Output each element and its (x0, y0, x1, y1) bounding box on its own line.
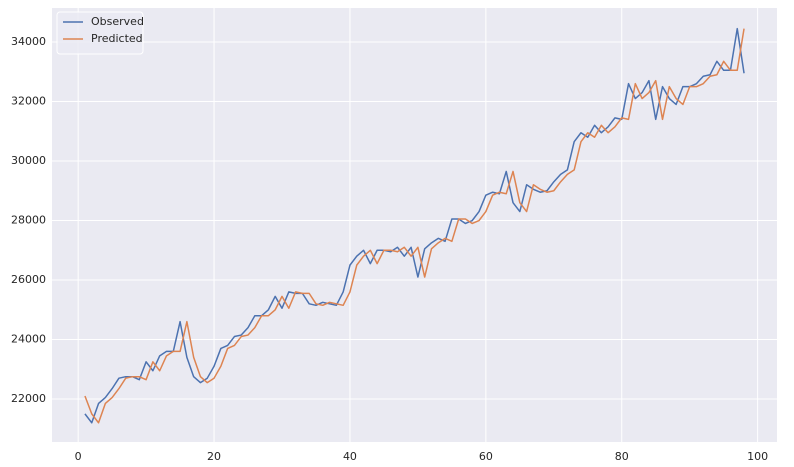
x-tick-label: 100 (747, 450, 768, 463)
x-tick-label: 80 (615, 450, 629, 463)
x-tick-label: 20 (207, 450, 221, 463)
legend-label: Observed (91, 15, 144, 28)
y-tick-label: 26000 (11, 273, 46, 286)
x-tick-label: 60 (479, 450, 493, 463)
plot-area (52, 8, 777, 442)
y-tick-label: 24000 (11, 333, 46, 346)
series-line (84, 27, 745, 424)
y-tick-label: 32000 (11, 95, 46, 108)
x-tick-label: 40 (343, 450, 357, 463)
y-tick-label: 34000 (11, 35, 46, 48)
legend-label: Predicted (91, 32, 143, 45)
x-tick-label: 0 (75, 450, 82, 463)
series-line (84, 28, 745, 424)
y-tick-label: 22000 (11, 392, 46, 405)
y-tick-label: 30000 (11, 154, 46, 167)
y-tick-label: 28000 (11, 214, 46, 227)
